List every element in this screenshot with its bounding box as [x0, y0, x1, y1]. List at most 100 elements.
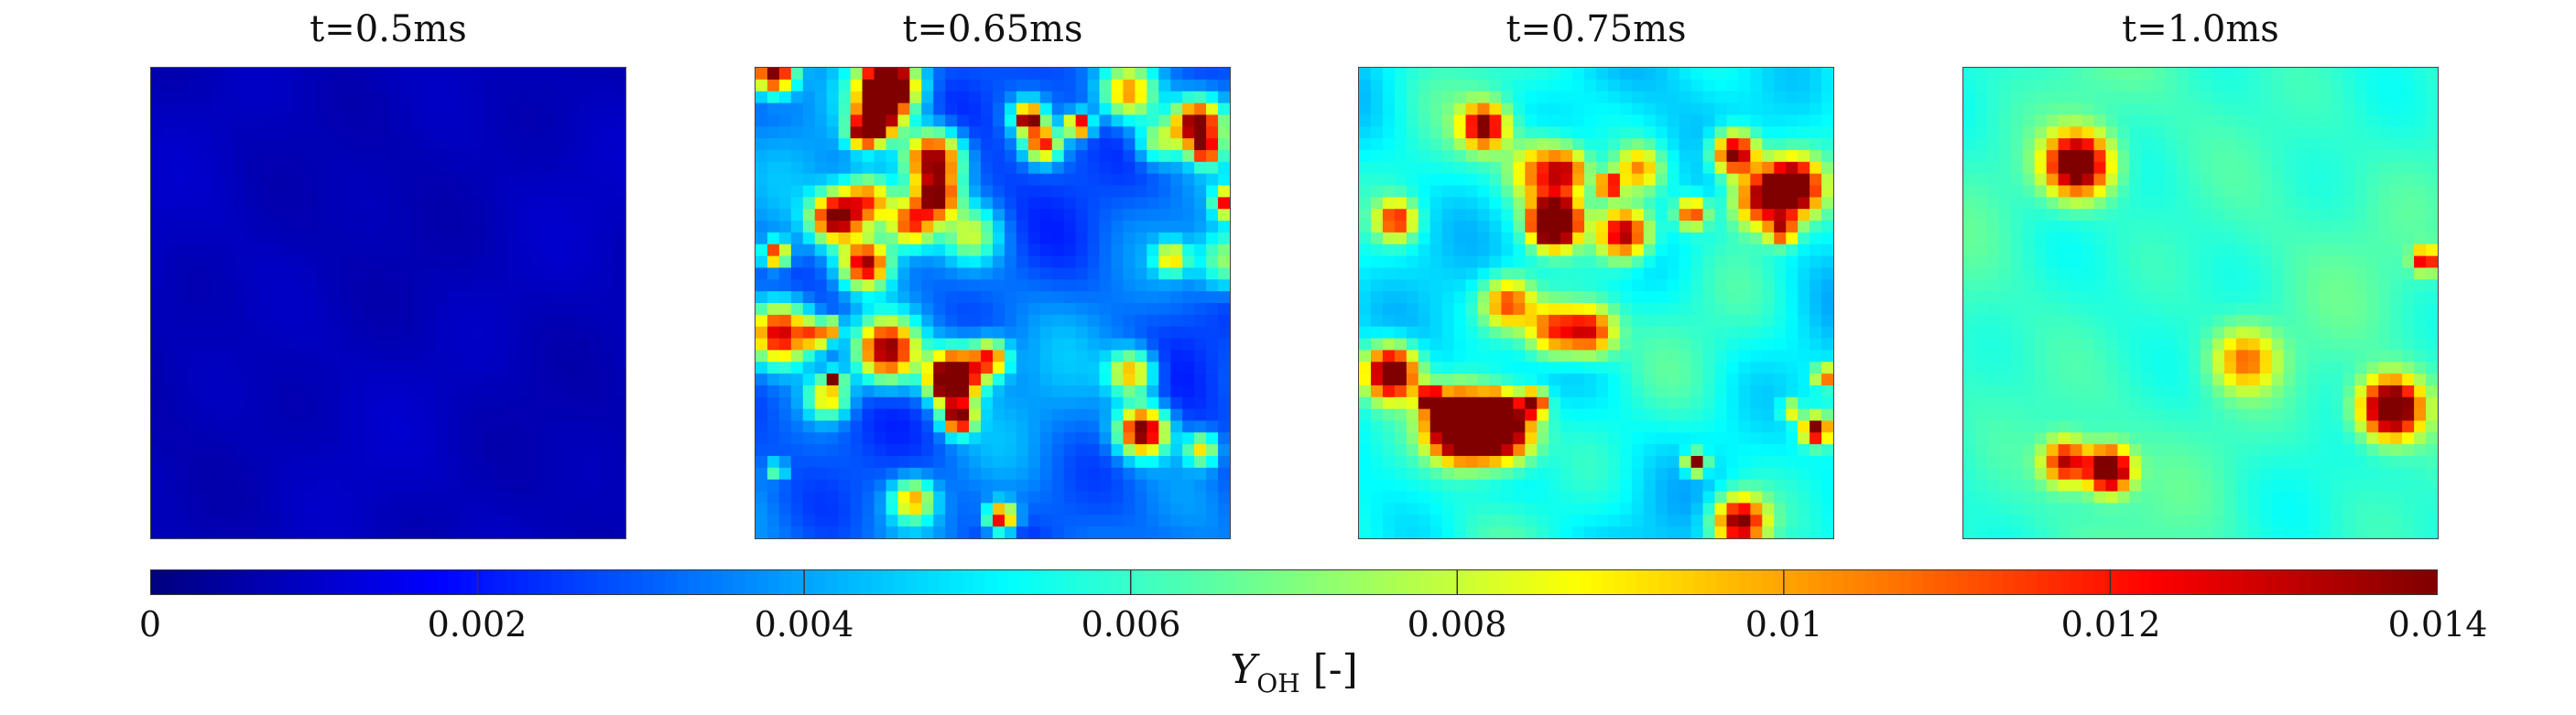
heatmap-cell — [909, 326, 922, 340]
heatmap-cell — [471, 149, 484, 163]
heatmap-cell — [933, 408, 946, 422]
heatmap-cell — [1063, 161, 1077, 175]
heatmap-cell — [376, 79, 389, 92]
heatmap-cell — [862, 467, 875, 481]
heatmap-cell — [1537, 350, 1549, 363]
heatmap-cell — [2070, 114, 2083, 127]
heatmap-cell — [590, 149, 603, 163]
heatmap-cell — [1810, 138, 1822, 151]
heatmap-cell — [1370, 103, 1384, 115]
heatmap-cell — [969, 79, 982, 92]
heatmap-cell — [506, 303, 520, 316]
heatmap-cell — [921, 362, 934, 374]
heatmap-cell — [1477, 197, 1491, 210]
heatmap-cell — [1619, 326, 1633, 340]
heatmap-cell — [1690, 91, 1704, 104]
heatmap-cell — [886, 479, 898, 493]
heatmap-cell — [755, 362, 768, 374]
heatmap-cell — [1786, 79, 1799, 92]
heatmap-cell — [909, 279, 922, 292]
heatmap-cell — [506, 479, 520, 493]
heatmap-cell — [566, 291, 579, 304]
heatmap-cell — [293, 362, 306, 374]
heatmap-cell — [778, 479, 792, 493]
heatmap-cell — [602, 515, 614, 527]
heatmap-cell — [933, 197, 946, 210]
heatmap-cell — [826, 408, 840, 422]
heatmap-cell — [590, 103, 603, 115]
heatmap-cell — [1596, 408, 1609, 422]
heatmap-cell — [1607, 432, 1621, 445]
heatmap-cell — [1194, 385, 1207, 398]
heatmap-cell — [1453, 420, 1467, 433]
heatmap-cell — [614, 432, 625, 445]
heatmap-cell — [602, 503, 614, 515]
heatmap-cell — [554, 408, 567, 422]
heatmap-cell — [886, 408, 898, 422]
heatmap-cell — [530, 420, 543, 433]
heatmap-cell — [317, 503, 330, 515]
heatmap-cell — [1063, 374, 1077, 386]
heatmap-cell — [1477, 396, 1491, 410]
heatmap-cell — [886, 303, 898, 316]
heatmap-cell — [1810, 503, 1822, 515]
heatmap-cell — [2201, 79, 2213, 92]
heatmap-cell — [2319, 68, 2332, 81]
heatmap-cell — [198, 197, 212, 210]
heatmap-cell — [969, 314, 982, 328]
heatmap-cell — [1702, 197, 1716, 210]
heatmap-cell — [222, 303, 235, 316]
heatmap-cell — [566, 126, 579, 139]
heatmap-cell — [1123, 303, 1136, 316]
heatmap-cell — [234, 255, 247, 269]
heatmap-cell — [909, 526, 922, 538]
heatmap-cell — [1821, 479, 1833, 493]
heatmap-cell — [1525, 491, 1538, 504]
heatmap-cell — [1218, 91, 1230, 104]
heatmap-cell — [1051, 138, 1065, 151]
heatmap-cell — [162, 149, 176, 163]
heatmap-cell — [981, 420, 994, 433]
heatmap-cell — [1359, 267, 1372, 280]
heatmap-cell — [495, 221, 508, 233]
heatmap-cell — [921, 149, 934, 163]
heatmap-cell — [921, 209, 934, 222]
heatmap-cell — [1986, 103, 2000, 115]
heatmap-cell — [802, 467, 816, 481]
heatmap-cell — [1004, 467, 1017, 481]
heatmap-cell — [1453, 432, 1467, 445]
heatmap-cell — [1702, 515, 1716, 527]
heatmap-cell — [554, 432, 567, 445]
heatmap-cell — [293, 279, 306, 292]
heatmap-cell — [210, 291, 223, 304]
heatmap-cell — [483, 185, 496, 198]
heatmap-cell — [281, 444, 294, 457]
heatmap-cell — [614, 114, 625, 127]
heatmap-cell — [1726, 197, 1739, 210]
heatmap-cell — [269, 467, 283, 481]
heatmap-cell — [376, 396, 389, 410]
heatmap-cell — [1537, 303, 1549, 316]
heatmap-cell — [435, 244, 449, 257]
heatmap-cell — [222, 244, 235, 257]
heatmap-cell — [1738, 396, 1751, 410]
heatmap-cell — [602, 303, 614, 316]
heatmap-cell — [1810, 68, 1822, 81]
heatmap-cell — [897, 503, 910, 515]
heatmap-cell — [1679, 408, 1692, 422]
heatmap-cell — [471, 291, 484, 304]
heatmap-cell — [341, 420, 353, 433]
heatmap-cell — [1596, 396, 1609, 410]
heatmap-cell — [1560, 114, 1573, 127]
heatmap-cell — [802, 291, 816, 304]
heatmap-cell — [2259, 79, 2273, 92]
heatmap-cell — [945, 114, 958, 127]
heatmap-cell — [186, 91, 200, 104]
heatmap-cell — [151, 68, 164, 81]
heatmap-cell — [353, 515, 365, 527]
heatmap-cell — [909, 479, 922, 493]
heatmap-cell — [198, 185, 212, 198]
heatmap-cell — [614, 467, 625, 481]
heatmap-cell — [1465, 326, 1479, 340]
heatmap-cell — [174, 456, 188, 469]
